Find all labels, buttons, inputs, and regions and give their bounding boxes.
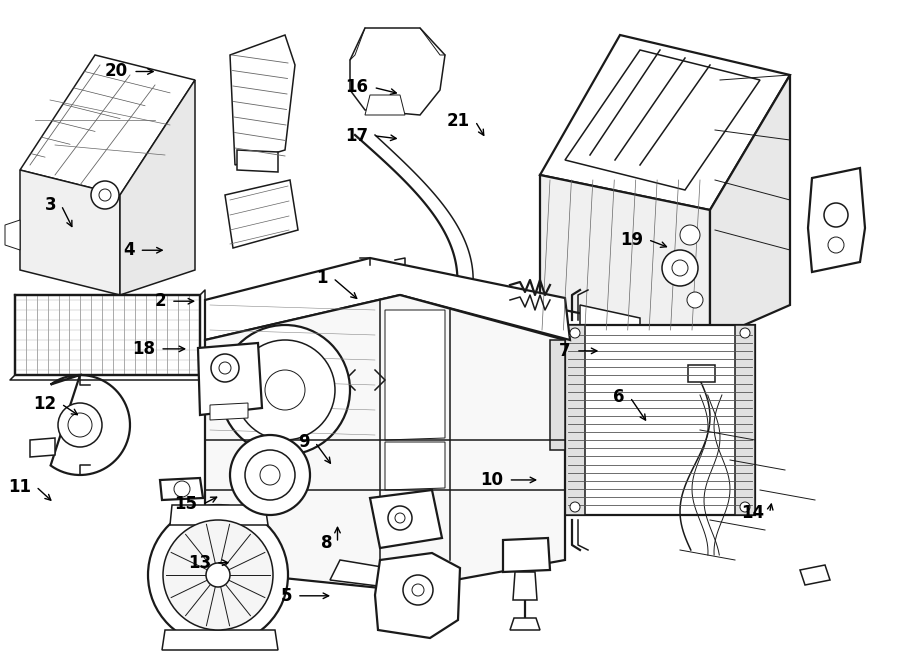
Polygon shape [160, 478, 203, 500]
Polygon shape [330, 560, 410, 590]
Text: 8: 8 [321, 534, 332, 552]
Polygon shape [205, 295, 565, 590]
Text: 7: 7 [560, 342, 571, 360]
Polygon shape [205, 258, 570, 340]
Polygon shape [170, 505, 268, 525]
Text: 20: 20 [105, 62, 128, 81]
Polygon shape [162, 630, 278, 650]
Circle shape [570, 328, 580, 338]
Polygon shape [510, 618, 540, 630]
Circle shape [68, 413, 92, 437]
Circle shape [91, 181, 119, 209]
Polygon shape [385, 442, 445, 490]
Polygon shape [120, 80, 195, 295]
Polygon shape [565, 325, 755, 515]
Circle shape [245, 450, 295, 500]
Text: 13: 13 [188, 553, 211, 572]
Circle shape [220, 325, 350, 455]
Text: 1: 1 [317, 269, 328, 287]
Polygon shape [30, 438, 55, 457]
Polygon shape [540, 175, 710, 340]
Polygon shape [688, 365, 715, 382]
Text: 6: 6 [614, 388, 625, 406]
Circle shape [265, 370, 305, 410]
Polygon shape [503, 538, 550, 572]
Polygon shape [540, 35, 790, 210]
Circle shape [412, 584, 424, 596]
Circle shape [230, 435, 310, 515]
Circle shape [148, 505, 288, 645]
Text: 11: 11 [8, 477, 31, 496]
Circle shape [828, 237, 844, 253]
Polygon shape [375, 553, 460, 638]
Text: 2: 2 [155, 292, 166, 310]
Polygon shape [735, 325, 755, 515]
Circle shape [672, 260, 688, 276]
Polygon shape [370, 490, 442, 548]
Circle shape [99, 189, 111, 201]
Polygon shape [198, 343, 262, 415]
Circle shape [403, 575, 433, 605]
Circle shape [740, 328, 750, 338]
Text: 15: 15 [175, 495, 197, 514]
Polygon shape [230, 35, 295, 165]
Text: 19: 19 [620, 230, 643, 249]
Polygon shape [808, 168, 865, 272]
Circle shape [58, 403, 102, 447]
Text: 10: 10 [481, 471, 503, 489]
Polygon shape [710, 75, 790, 340]
Circle shape [395, 513, 405, 523]
Polygon shape [20, 170, 120, 295]
Circle shape [388, 506, 412, 530]
Polygon shape [800, 565, 830, 585]
Circle shape [174, 481, 190, 497]
Polygon shape [20, 55, 195, 195]
Circle shape [740, 502, 750, 512]
Circle shape [662, 250, 698, 286]
Text: 14: 14 [742, 504, 764, 522]
Polygon shape [365, 95, 405, 115]
Text: 9: 9 [299, 433, 310, 451]
Text: 4: 4 [123, 241, 134, 260]
Text: 17: 17 [346, 126, 368, 145]
Polygon shape [513, 572, 537, 600]
Circle shape [824, 203, 848, 227]
Text: 21: 21 [447, 112, 470, 130]
Text: 3: 3 [45, 196, 56, 214]
Polygon shape [385, 310, 445, 440]
Circle shape [687, 292, 703, 308]
Polygon shape [350, 28, 445, 115]
Text: 12: 12 [33, 395, 56, 413]
Text: 5: 5 [281, 587, 292, 605]
Text: 18: 18 [132, 340, 155, 358]
Circle shape [235, 340, 335, 440]
Polygon shape [5, 220, 20, 250]
Circle shape [680, 225, 700, 245]
Circle shape [163, 520, 273, 630]
Circle shape [570, 502, 580, 512]
Polygon shape [237, 150, 278, 172]
Polygon shape [565, 325, 585, 515]
Text: 16: 16 [346, 78, 368, 97]
Polygon shape [15, 295, 200, 375]
Circle shape [219, 362, 231, 374]
Polygon shape [580, 305, 640, 340]
Circle shape [260, 465, 280, 485]
Polygon shape [210, 403, 248, 420]
Polygon shape [550, 340, 565, 450]
Polygon shape [50, 375, 130, 475]
Polygon shape [225, 180, 298, 248]
Circle shape [206, 563, 230, 587]
Polygon shape [565, 50, 760, 190]
Circle shape [211, 354, 239, 382]
